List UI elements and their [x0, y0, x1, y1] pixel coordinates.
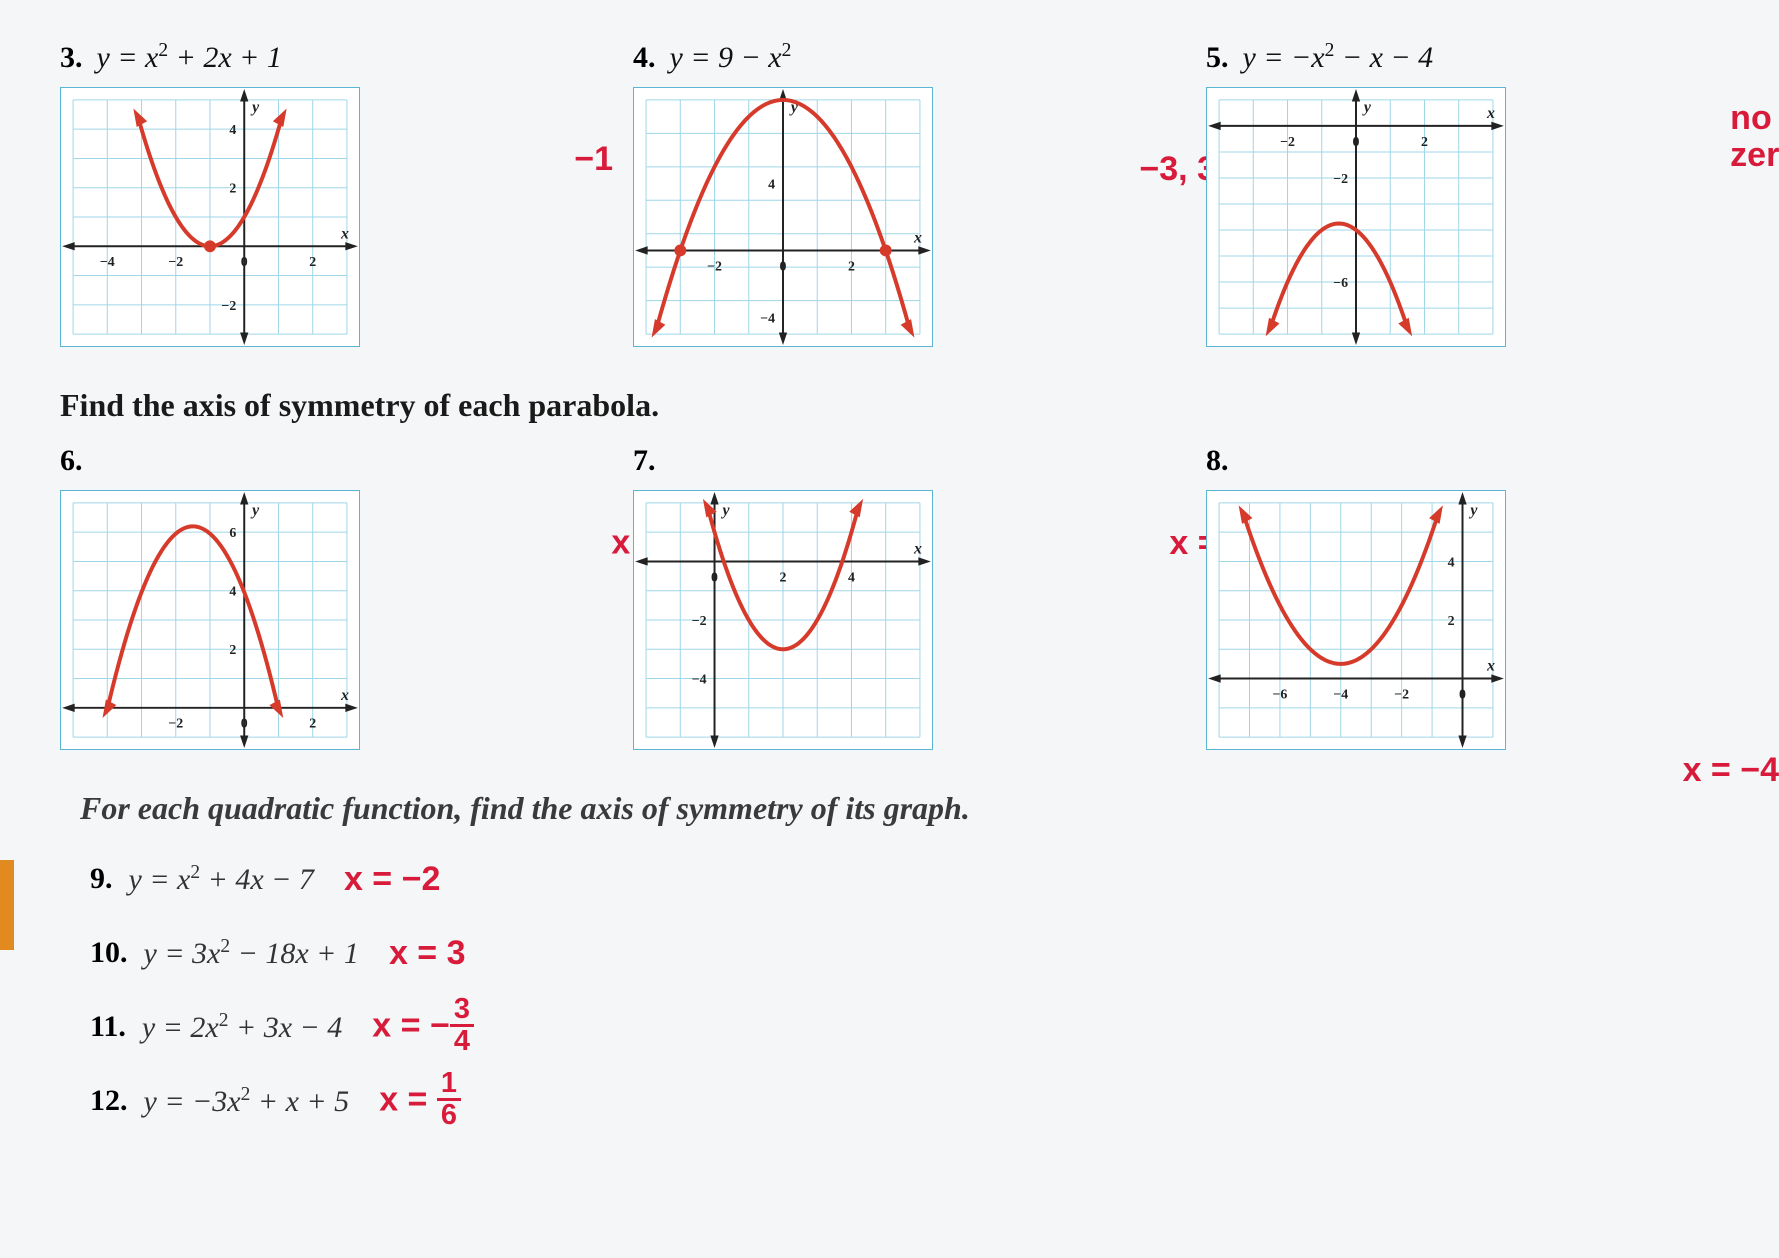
- problem-number: 3.: [60, 41, 83, 75]
- svg-text:x: x: [1486, 105, 1495, 122]
- svg-text:2: 2: [309, 255, 316, 270]
- problem-10: 10. y = 3x2 − 18x + 1 x = 3: [90, 921, 872, 985]
- svg-text:−6: −6: [1272, 687, 1287, 702]
- svg-text:0: 0: [780, 259, 787, 274]
- svg-text:x: x: [913, 230, 922, 247]
- problem-5: 5. y = −x2 − x − 4 xy−202−2−6 no zeros: [1206, 40, 1719, 347]
- svg-text:2: 2: [229, 182, 236, 197]
- graph-7: x y 0 2 4 −2 −4: [633, 490, 933, 750]
- problem-number: 8.: [1206, 444, 1229, 478]
- equation: y = 9 − x2: [670, 40, 792, 75]
- instruction-find-axis: For each quadratic function, find the ax…: [80, 790, 1719, 827]
- svg-text:x: x: [340, 225, 349, 242]
- svg-text:2: 2: [848, 259, 855, 274]
- problem-header: 4. y = 9 − x2: [633, 40, 1146, 75]
- svg-text:y: y: [1362, 99, 1372, 116]
- svg-text:y: y: [250, 502, 260, 519]
- answer-5: no zeros: [1730, 100, 1779, 175]
- svg-text:−4: −4: [100, 255, 115, 270]
- svg-text:−4: −4: [692, 673, 707, 688]
- svg-text:0: 0: [1459, 687, 1466, 702]
- graph-8: x y −6 −4 −2 0 2 4: [1206, 490, 1506, 750]
- answer-3: −1: [574, 140, 613, 179]
- svg-text:y: y: [720, 502, 730, 519]
- graph-6: x y −2 0 2 2 4 6: [60, 490, 360, 750]
- graph-5: x y −2 0 2 −2 −6: [1206, 87, 1506, 347]
- svg-text:−6: −6: [1333, 276, 1348, 291]
- problem-number: 11.: [90, 1010, 126, 1044]
- svg-text:−2: −2: [221, 299, 236, 314]
- svg-text:2: 2: [309, 717, 316, 732]
- svg-text:4: 4: [229, 585, 236, 600]
- problem-7: 7. xy024−2−4 x = 2: [633, 444, 1146, 750]
- answer-9: x = −2: [344, 860, 440, 899]
- problem-header: 6.: [60, 444, 573, 478]
- answer-10: x = 3: [389, 934, 466, 973]
- answer-12: x = 16: [379, 1071, 461, 1132]
- svg-text:−2: −2: [1333, 172, 1348, 187]
- problem-number: 5.: [1206, 41, 1229, 75]
- problem-header: 3. y = x2 + 2x + 1: [60, 40, 573, 75]
- svg-text:−2: −2: [1394, 687, 1409, 702]
- svg-text:−2: −2: [168, 717, 183, 732]
- problem-number: 9.: [90, 862, 113, 896]
- svg-text:2: 2: [1421, 135, 1428, 150]
- problem-number: 7.: [633, 444, 656, 478]
- equation: y = 2x2 + 3x − 4: [142, 1010, 342, 1045]
- answer-11: x = −34: [372, 997, 474, 1058]
- svg-text:2: 2: [780, 570, 787, 585]
- svg-text:x: x: [1486, 658, 1495, 675]
- problem-4: 4. y = 9 − x2 xy−202−44 −3, 3: [633, 40, 1146, 347]
- svg-text:−2: −2: [692, 614, 707, 629]
- svg-text:2: 2: [1448, 614, 1455, 629]
- svg-text:−2: −2: [168, 255, 183, 270]
- svg-text:−4: −4: [1333, 687, 1348, 702]
- svg-text:6: 6: [229, 526, 236, 541]
- equation: y = −x2 − x − 4: [1243, 40, 1434, 75]
- svg-text:−2: −2: [1280, 135, 1295, 150]
- bottom-problems: 9. y = x2 + 4x − 7 x = −2 10. y = 3x2 − …: [60, 847, 1719, 1133]
- problem-number: 12.: [90, 1084, 128, 1118]
- problem-9: 9. y = x2 + 4x − 7 x = −2: [90, 847, 872, 911]
- svg-text:−2: −2: [707, 259, 722, 274]
- problem-number: 10.: [90, 936, 128, 970]
- problem-number: 6.: [60, 444, 83, 478]
- problem-3: 3. y = x2 + 2x + 1 xy−4−202−224 −1: [60, 40, 573, 347]
- equation: y = x2 + 2x + 1: [97, 40, 282, 75]
- svg-text:x: x: [340, 687, 349, 704]
- problem-number: 4.: [633, 41, 656, 75]
- svg-text:4: 4: [229, 123, 236, 138]
- page-tab-marker: [0, 860, 14, 950]
- equation: y = −3x2 + x + 5: [144, 1084, 350, 1119]
- row-problems-1: 3. y = x2 + 2x + 1 x y −4 −2 0 2 −2 2 4 −1 4. y …: [60, 40, 1719, 347]
- svg-text:0: 0: [241, 255, 248, 270]
- row-problems-2: 6. xy−202246 x = −32 7. xy024−2−4 x = 2 …: [60, 444, 1719, 750]
- svg-text:x: x: [913, 541, 922, 558]
- problem-header: 5. y = −x2 − x − 4: [1206, 40, 1719, 75]
- answer-4: −3, 3: [1139, 150, 1216, 189]
- instruction-axis-symmetry: Find the axis of symmetry of each parabo…: [60, 387, 1719, 424]
- svg-text:y: y: [1468, 502, 1478, 519]
- svg-text:0: 0: [241, 717, 248, 732]
- graph-4: xy−202−44: [633, 87, 933, 347]
- problem-header: 8.: [1206, 444, 1719, 478]
- problem-header: 7.: [633, 444, 1146, 478]
- svg-text:0: 0: [1353, 135, 1360, 150]
- svg-text:4: 4: [1448, 555, 1455, 570]
- problem-11: 11. y = 2x2 + 3x − 4 x = −34: [90, 995, 872, 1059]
- svg-text:−4: −4: [760, 311, 775, 326]
- problem-12: 12. y = −3x2 + x + 5 x = 16: [90, 1069, 872, 1133]
- equation: y = x2 + 4x − 7: [129, 862, 314, 897]
- equation: y = 3x2 − 18x + 1: [144, 936, 359, 971]
- problem-8: 8. xy−6−4−2024 x = −4: [1206, 444, 1719, 750]
- svg-text:2: 2: [229, 643, 236, 658]
- svg-text:4: 4: [768, 178, 775, 193]
- graph-3: x y −4 −2 0 2 −2 2 4: [60, 87, 360, 347]
- svg-text:4: 4: [848, 570, 855, 585]
- problem-6: 6. xy−202246 x = −32: [60, 444, 573, 750]
- svg-text:y: y: [250, 99, 260, 116]
- answer-8: x = −4: [1683, 751, 1779, 790]
- svg-text:0: 0: [711, 570, 718, 585]
